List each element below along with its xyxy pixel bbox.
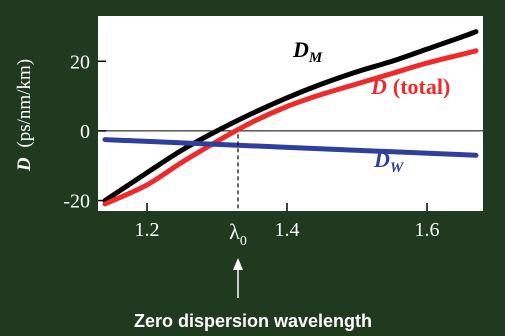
label-dm-main: D [292, 37, 309, 62]
lambda0-sub: 0 [240, 234, 247, 249]
series-line-dm [102, 29, 479, 204]
lambda0-main: λ [229, 219, 240, 244]
caption: Zero dispersion wavelength [134, 311, 372, 331]
series-line-dw [102, 137, 479, 158]
y-axis-label: D (ps/nm/km) [14, 59, 35, 172]
series-line-d [102, 48, 479, 207]
label-d-total: D (total) [370, 74, 450, 99]
series-layer [102, 29, 479, 207]
x-ticks: 1.2 1.4 1.6 [135, 203, 440, 241]
y-tick-label: -20 [63, 191, 90, 213]
y-tick-label: 20 [70, 51, 90, 73]
x-tick-label: 1.4 [275, 219, 300, 241]
x-tick-label: 1.6 [415, 219, 440, 241]
lambda0-arrow [233, 258, 243, 298]
label-dm-sub: M [308, 50, 323, 66]
y-ticks: 20 0 -20 [63, 51, 106, 213]
label-dw-main: D [373, 147, 390, 172]
y-axis-label-units: (ps/nm/km) [14, 59, 35, 148]
x-tick-label: 1.2 [135, 219, 160, 241]
series-labels: DM D (total) DW [292, 37, 450, 176]
arrow-head [233, 258, 243, 270]
y-axis-label-symbol: D [14, 157, 35, 172]
lambda0-label: λ0 [229, 219, 247, 249]
label-d-total-suffix: (total) [393, 74, 450, 99]
label-d-total-main: D [370, 74, 387, 99]
label-dw: DW [373, 147, 405, 176]
svg-text:D (ps/nm/km): D (ps/nm/km) [14, 59, 35, 172]
y-tick-label: 0 [80, 121, 90, 143]
label-dw-sub: W [390, 160, 405, 176]
label-dm: DM [292, 37, 323, 66]
